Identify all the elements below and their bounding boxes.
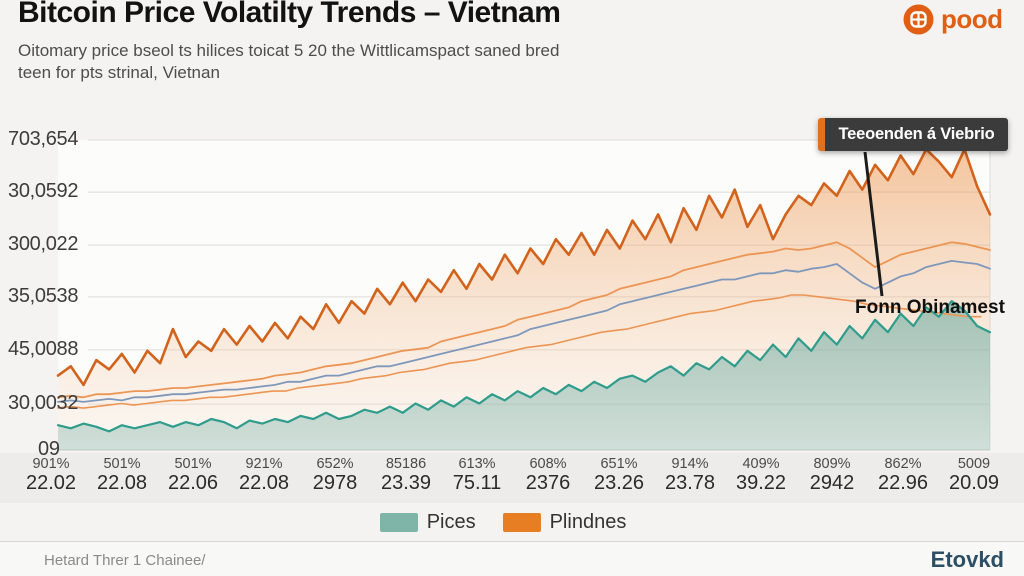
footer-source-text: Hetard Threr 1 Chainee/	[44, 552, 206, 569]
series-line-orange_upper	[57, 241, 991, 399]
series-line-orange_lower	[57, 294, 982, 409]
callout-box: Teeoenden á Viebrio	[818, 118, 1008, 151]
callout-connector-line	[863, 151, 884, 297]
x-axis-value-label: 23.78	[664, 472, 716, 494]
x-axis-value-label: 20.09	[948, 472, 1000, 494]
x-axis-band	[0, 453, 1024, 503]
brand-logo: pood	[903, 4, 1003, 35]
x-axis-percent-label: 409%	[742, 456, 780, 472]
x-axis-percent-label: 921%	[245, 456, 283, 472]
inline-annotation: Fonn Obinamest	[855, 297, 1005, 318]
subtitle-line-2: teen for pts strinal, Vietnan	[18, 63, 220, 83]
legend-swatch-plindnes	[502, 513, 541, 532]
chart-legend: Pices Plindnes	[0, 511, 1024, 534]
x-axis-percent-label: 85186	[385, 456, 427, 472]
x-axis-value-label: 2942	[809, 472, 855, 494]
x-axis-percent-label: 809%	[813, 456, 851, 472]
volatility-chart	[56, 139, 992, 451]
series-line-blue	[57, 260, 991, 403]
x-axis-value-label: 22.06	[167, 472, 219, 494]
legend-swatch-pices	[379, 513, 418, 532]
y-axis-label: 09	[38, 438, 60, 460]
y-axis-label: 300,022	[8, 233, 79, 256]
x-axis-percent-label: 652%	[316, 456, 354, 472]
subtitle-line-1: Oitomary price bseol ts hilices toicat 5…	[18, 41, 560, 60]
y-axis-label: 30,0032	[8, 392, 79, 415]
subtitle: Oitomary price bseol ts hilices toicat 5…	[18, 40, 678, 85]
footer: Hetard Threr 1 Chainee/ Etovkd	[0, 541, 1024, 576]
footer-brand-text: Etovkd	[930, 547, 1004, 572]
x-axis-percent-label: 862%	[884, 456, 922, 472]
x-axis-percent-label: 914%	[671, 456, 709, 472]
x-axis-value-label: 39.22	[735, 472, 787, 494]
page-title: Bitcoin Price Volatilty Trends – Vietnam	[18, 0, 561, 29]
x-axis-value-label: 75.11	[452, 472, 502, 494]
y-axis-label: 703,654	[8, 128, 79, 150]
x-axis-value-label: 23.39	[380, 472, 432, 494]
x-axis-percent-label: 651%	[600, 456, 638, 472]
x-axis-value-label: 2376	[525, 472, 571, 494]
x-axis-percent-label: 501%	[174, 456, 212, 472]
x-axis-value-label: 22.08	[238, 472, 290, 494]
x-axis-value-label: 22.96	[877, 472, 929, 494]
x-axis-value-label: 23.26	[593, 472, 645, 494]
x-axis-percent-label: 5009	[957, 456, 991, 472]
x-axis-percent-label: 501%	[103, 456, 141, 472]
brand-name: pood	[941, 4, 1003, 34]
x-axis-value-label: 22.02	[25, 472, 77, 494]
x-axis-value-label: 22.08	[96, 472, 148, 494]
x-axis-percent-label: 608%	[529, 456, 567, 472]
series-area-teal	[58, 301, 990, 450]
y-axis-label: 30,0592	[8, 180, 79, 203]
x-axis-percent-label: 901%	[32, 456, 70, 472]
callout-label: Teeoenden á Viebrio	[838, 125, 995, 143]
x-axis-percent-label: 613%	[458, 456, 496, 472]
series-line-orange_bold	[56, 148, 992, 387]
legend-label-plindnes: Plindnes	[549, 511, 627, 533]
x-axis-value-label: 2978	[312, 472, 358, 494]
y-axis-label: 35,0538	[8, 284, 79, 307]
legend-label-pices: Pices	[426, 511, 476, 533]
y-axis-label: 45,0088	[8, 337, 79, 360]
brand-circle-grid-icon	[903, 4, 934, 35]
series-line-teal	[56, 300, 992, 433]
